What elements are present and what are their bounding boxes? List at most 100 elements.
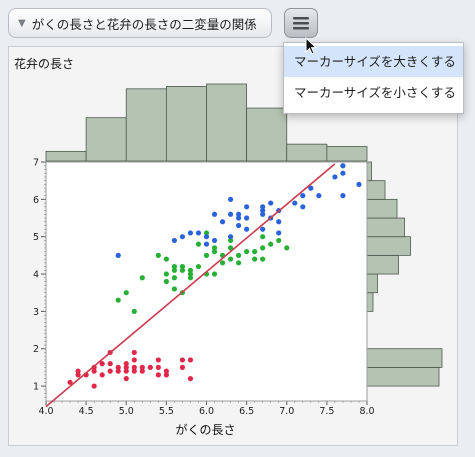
hamburger-menu-button[interactable] [284, 8, 318, 38]
data-point [227, 237, 234, 244]
x-tick-label: 6.0 [199, 406, 214, 417]
data-point [244, 249, 250, 255]
histogram-bar [366, 273, 378, 294]
data-point [171, 237, 177, 244]
data-point [179, 263, 186, 270]
data-point [187, 271, 194, 277]
x-tick-label: 4.5 [79, 406, 94, 417]
data-point [155, 357, 161, 363]
data-point [179, 364, 186, 370]
histogram-bar [125, 88, 167, 162]
data-point [171, 286, 177, 292]
histogram-bar [246, 107, 288, 162]
data-point [171, 267, 177, 273]
chart-title-button[interactable]: ▼ がくの長さと花弁の長さの二変量の関係 [8, 8, 272, 38]
menu-item-decrease-marker-size[interactable]: マーカーサイズを小さくする [294, 85, 456, 100]
data-point [244, 204, 250, 210]
data-point [356, 181, 362, 188]
x-tick-label: 7.0 [279, 406, 294, 417]
data-point [155, 252, 161, 258]
data-point [211, 249, 218, 255]
data-point [179, 234, 186, 240]
disclosure-triangle-icon[interactable]: ▼ [18, 17, 26, 29]
data-point [219, 260, 226, 266]
marker-size-menu: マーカーサイズを大きくする マーカーサイズを小さくする [283, 42, 464, 114]
data-point [260, 245, 266, 251]
data-point [227, 256, 234, 262]
data-point [131, 368, 137, 374]
histogram-bar [366, 348, 443, 368]
data-point [123, 361, 129, 367]
data-point [131, 364, 137, 370]
right-histogram [366, 161, 443, 387]
histogram-bar [366, 217, 405, 238]
chart-title: がくの長さと花弁の長さの二変量の関係 [31, 16, 257, 32]
data-point [236, 215, 242, 221]
y-tick-label: 1 [33, 382, 39, 393]
data-point [187, 275, 194, 281]
data-point [227, 234, 234, 240]
y-tick-label: 2 [33, 344, 39, 355]
data-point [316, 193, 322, 199]
data-point [99, 372, 105, 378]
data-point [195, 263, 202, 270]
data-point [115, 297, 121, 303]
data-point [252, 256, 258, 262]
data-point [211, 271, 218, 277]
data-point [179, 267, 186, 273]
axes: 4.0 4.5 5.0 5.5 6.0 6.5 7.0 7.5 8.0 1 2 3 4 5 6 7 [33, 158, 375, 418]
data-point [163, 256, 169, 262]
data-point [187, 230, 194, 236]
histogram-bar [366, 366, 440, 387]
data-point [300, 204, 306, 210]
histogram-bar [45, 150, 87, 162]
data-point [252, 249, 258, 255]
data-point [115, 368, 121, 374]
x-tick-label: 5.0 [119, 406, 134, 417]
data-point [131, 308, 137, 314]
histogram-bar [366, 254, 399, 275]
data-point [260, 226, 266, 232]
data-point [236, 222, 242, 229]
data-point [155, 372, 161, 378]
mouse-cursor-icon [305, 37, 318, 55]
data-point [163, 368, 169, 374]
data-point [171, 263, 177, 270]
data-point [203, 230, 210, 236]
data-point [260, 207, 266, 214]
data-point [203, 252, 210, 258]
histogram-bar [85, 117, 127, 162]
histogram-bar [366, 198, 398, 219]
data-point [300, 193, 306, 199]
x-tick-label: 8.0 [359, 406, 374, 417]
y-tick-label: 3 [33, 307, 39, 318]
histogram-bar [165, 86, 207, 162]
data-point [260, 211, 266, 217]
x-tick-label: 5.5 [159, 406, 174, 417]
data-point [139, 364, 145, 370]
hamburger-icon [293, 17, 309, 30]
menu-item-increase-marker-size[interactable]: マーカーサイズを大きくする [284, 46, 463, 77]
data-point [227, 196, 234, 202]
data-point [236, 252, 242, 258]
data-point [284, 245, 290, 251]
data-point [244, 226, 250, 232]
data-point [211, 211, 218, 217]
top-histogram [45, 83, 368, 162]
data-point [163, 372, 169, 378]
data-point [227, 245, 234, 251]
data-point [276, 237, 282, 244]
data-point [139, 368, 145, 374]
data-point [268, 241, 274, 247]
data-point [236, 260, 242, 266]
x-axis-label: がくの長さ [175, 423, 236, 437]
data-point [75, 368, 81, 374]
data-point [195, 241, 202, 247]
histogram-bar [206, 83, 248, 162]
data-point [147, 364, 153, 370]
data-point [115, 364, 121, 370]
data-point [75, 372, 81, 378]
data-point [203, 234, 210, 240]
y-tick-label: 7 [33, 158, 39, 169]
